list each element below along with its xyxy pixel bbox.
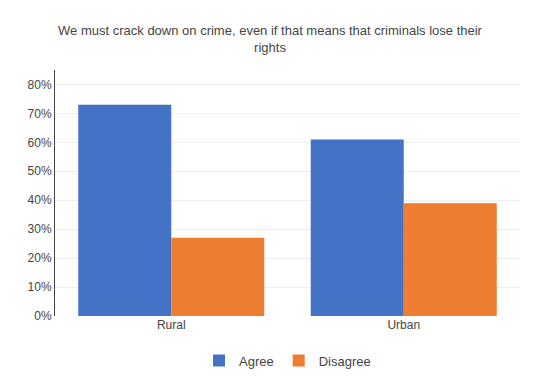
svg-text:30%: 30%: [28, 222, 52, 236]
svg-text:80%: 80%: [28, 78, 52, 92]
svg-text:0%: 0%: [34, 309, 52, 323]
svg-text:10%: 10%: [28, 280, 52, 294]
svg-text:70%: 70%: [28, 107, 52, 121]
svg-text:40%: 40%: [28, 193, 52, 207]
svg-text:50%: 50%: [28, 164, 52, 178]
svg-text:Urban: Urban: [387, 318, 420, 332]
svg-text:Disagree: Disagree: [319, 354, 371, 369]
svg-text:Agree: Agree: [239, 354, 274, 369]
svg-text:20%: 20%: [28, 251, 52, 265]
svg-text:60%: 60%: [28, 136, 52, 150]
svg-text:We must crack down on crime, e: We must crack down on crime, even if tha…: [58, 23, 483, 55]
svg-text:Rural: Rural: [157, 318, 186, 332]
